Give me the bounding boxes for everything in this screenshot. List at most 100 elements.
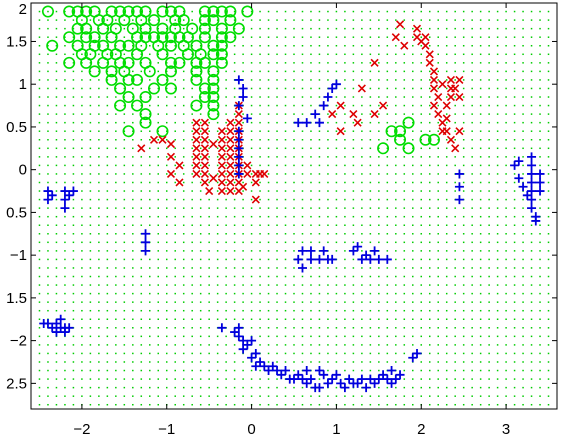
grid-dot xyxy=(547,224,550,226)
grid-dot xyxy=(182,198,185,201)
grid-dot xyxy=(539,121,541,124)
grid-dot xyxy=(149,275,151,278)
grid-dot xyxy=(191,335,193,338)
grid-dot xyxy=(462,378,465,380)
grid-dot xyxy=(199,104,202,107)
grid-dot xyxy=(428,224,431,226)
x-marker xyxy=(200,152,209,161)
grid-dot xyxy=(208,139,210,141)
grid-dot xyxy=(301,309,304,312)
grid-dot xyxy=(445,27,448,30)
grid-dot xyxy=(165,173,168,175)
grid-dot xyxy=(420,284,423,286)
grid-dot xyxy=(89,36,92,38)
grid-dot xyxy=(479,344,482,346)
grid-dot xyxy=(403,327,406,329)
grid-dot xyxy=(98,53,100,56)
grid-dot xyxy=(547,386,550,389)
grid-dot xyxy=(344,344,346,346)
grid-dot xyxy=(310,395,312,397)
grid-dot xyxy=(530,241,533,244)
grid-dot xyxy=(47,309,49,312)
grid-dot xyxy=(378,156,380,158)
grid-dot xyxy=(412,27,414,30)
grid-dot xyxy=(471,121,473,124)
grid-dot xyxy=(378,36,380,38)
grid-dot xyxy=(267,104,270,107)
grid-dot xyxy=(378,130,380,132)
grid-dot xyxy=(471,292,473,295)
plus-marker xyxy=(522,190,532,200)
grid-dot xyxy=(72,215,75,218)
grid-dot xyxy=(267,241,270,244)
grid-dot xyxy=(420,198,423,201)
grid-dot xyxy=(250,224,253,226)
grid-dot xyxy=(386,327,389,329)
grid-dot xyxy=(310,164,312,167)
grid-dot xyxy=(428,241,431,244)
grid-dot xyxy=(437,62,439,64)
grid-dot xyxy=(233,318,236,321)
grid-dot xyxy=(293,318,295,321)
grid-dot xyxy=(420,164,423,167)
grid-dot xyxy=(276,250,278,252)
grid-dot xyxy=(369,369,372,372)
circle-marker xyxy=(215,5,228,18)
circle-marker xyxy=(156,5,169,18)
plot-area xyxy=(31,3,557,409)
grid-dot xyxy=(369,156,372,158)
grid-dot xyxy=(55,352,58,355)
grid-dot xyxy=(47,164,49,167)
grid-dot xyxy=(47,27,49,30)
grid-dot xyxy=(199,361,202,363)
x-marker xyxy=(451,84,460,93)
grid-dot xyxy=(420,267,423,269)
grid-dot xyxy=(140,369,143,372)
grid-dot xyxy=(420,36,423,38)
grid-dot xyxy=(454,284,456,286)
grid-dot xyxy=(479,386,482,389)
grid-dot xyxy=(233,44,236,47)
grid-dot xyxy=(89,378,92,380)
grid-dot xyxy=(539,19,541,21)
grid-dot xyxy=(403,139,406,141)
grid-dot xyxy=(352,19,355,21)
grid-dot xyxy=(496,403,499,406)
grid-dot xyxy=(174,53,176,56)
grid-dot xyxy=(344,70,346,73)
grid-dot xyxy=(267,139,270,141)
grid-dot xyxy=(522,395,524,397)
grid-dot xyxy=(191,284,193,286)
grid-dot xyxy=(412,292,414,295)
grid-dot xyxy=(242,198,244,201)
grid-dot xyxy=(199,241,202,244)
grid-dot xyxy=(378,19,380,21)
grid-dot xyxy=(505,96,507,98)
grid-dot xyxy=(479,62,482,64)
grid-dot xyxy=(149,267,151,269)
grid-dot xyxy=(488,403,490,406)
circle-marker xyxy=(198,5,211,18)
grid-dot xyxy=(242,113,244,115)
grid-dot xyxy=(140,104,143,107)
grid-dot xyxy=(191,378,193,380)
grid-dot xyxy=(132,361,134,363)
grid-dot xyxy=(301,44,304,47)
grid-dot xyxy=(505,301,507,303)
grid-dot xyxy=(310,335,312,338)
grid-dot xyxy=(327,27,329,30)
grid-dot xyxy=(445,121,448,124)
grid-dot xyxy=(106,386,109,389)
grid-dot xyxy=(378,96,380,98)
grid-dot xyxy=(267,87,270,90)
x-marker xyxy=(370,110,379,119)
grid-dot xyxy=(369,301,372,303)
grid-dot xyxy=(89,96,92,98)
grid-dot xyxy=(496,164,499,167)
grid-dot xyxy=(445,233,448,235)
grid-dot xyxy=(250,250,253,252)
grid-dot xyxy=(420,258,423,261)
grid-dot xyxy=(276,395,278,397)
grid-dot xyxy=(454,292,456,295)
grid-dot xyxy=(335,335,338,338)
